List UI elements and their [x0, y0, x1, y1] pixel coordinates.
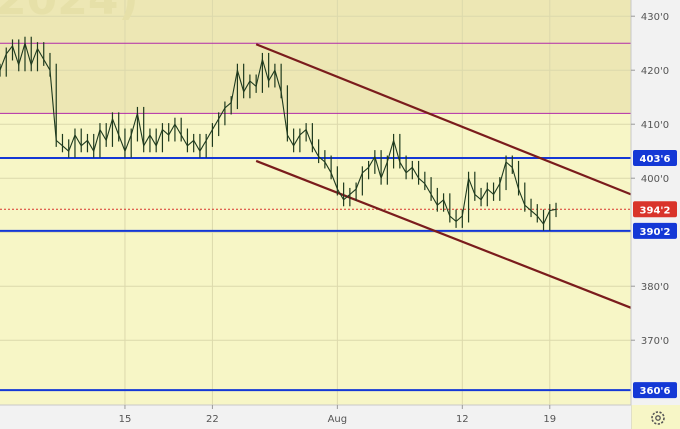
price-axis-ticks: 430'0 420'0 410'0 400'0 380'0 370'0: [631, 12, 669, 347]
chart-settings-button[interactable]: [651, 411, 665, 425]
price-badge-label: 390'2: [640, 227, 671, 238]
y-tick-label: 370'0: [641, 336, 669, 347]
channel-line: [255, 43, 632, 196]
time-axis-ticks: 15 22 Aug 12 19: [119, 405, 556, 425]
grid: [0, 0, 631, 405]
price-badge: [633, 149, 677, 166]
x-tick-label: 12: [456, 414, 469, 425]
y-tick-label: 420'0: [641, 66, 669, 77]
gear-icon-center: [655, 415, 661, 421]
gear-icon: [651, 411, 665, 425]
price-badge-label: 394'2: [640, 205, 671, 216]
price-badge: [633, 222, 677, 239]
price-badge-label: 360'6: [640, 386, 671, 397]
x-tick-label: 15: [119, 414, 132, 425]
channel-line: [255, 159, 632, 309]
price-line: [0, 41, 557, 226]
x-tick-label: 22: [206, 414, 219, 425]
y-tick-label: 400'0: [641, 174, 669, 185]
price-badge: [633, 201, 677, 218]
y-tick-label: 430'0: [641, 12, 669, 23]
price-badge-label: 403'6: [640, 154, 671, 165]
price-badges: 403'6 394'2 390'2 360'6: [633, 149, 677, 399]
x-tick-label: 19: [543, 414, 556, 425]
trend-channel: [255, 43, 632, 309]
y-tick-label: 380'0: [641, 282, 669, 293]
highlight-panel: [0, 0, 631, 114]
horizontal-levels: [0, 42, 631, 392]
x-tick-label: Aug: [328, 414, 348, 425]
y-tick-label: 410'0: [641, 120, 669, 131]
time-axis-background: [0, 405, 631, 429]
watermark-text: 2024): [0, 0, 139, 25]
price-series: [0, 36, 557, 231]
highlight-band: [0, 0, 631, 114]
price-badge: [633, 382, 677, 399]
